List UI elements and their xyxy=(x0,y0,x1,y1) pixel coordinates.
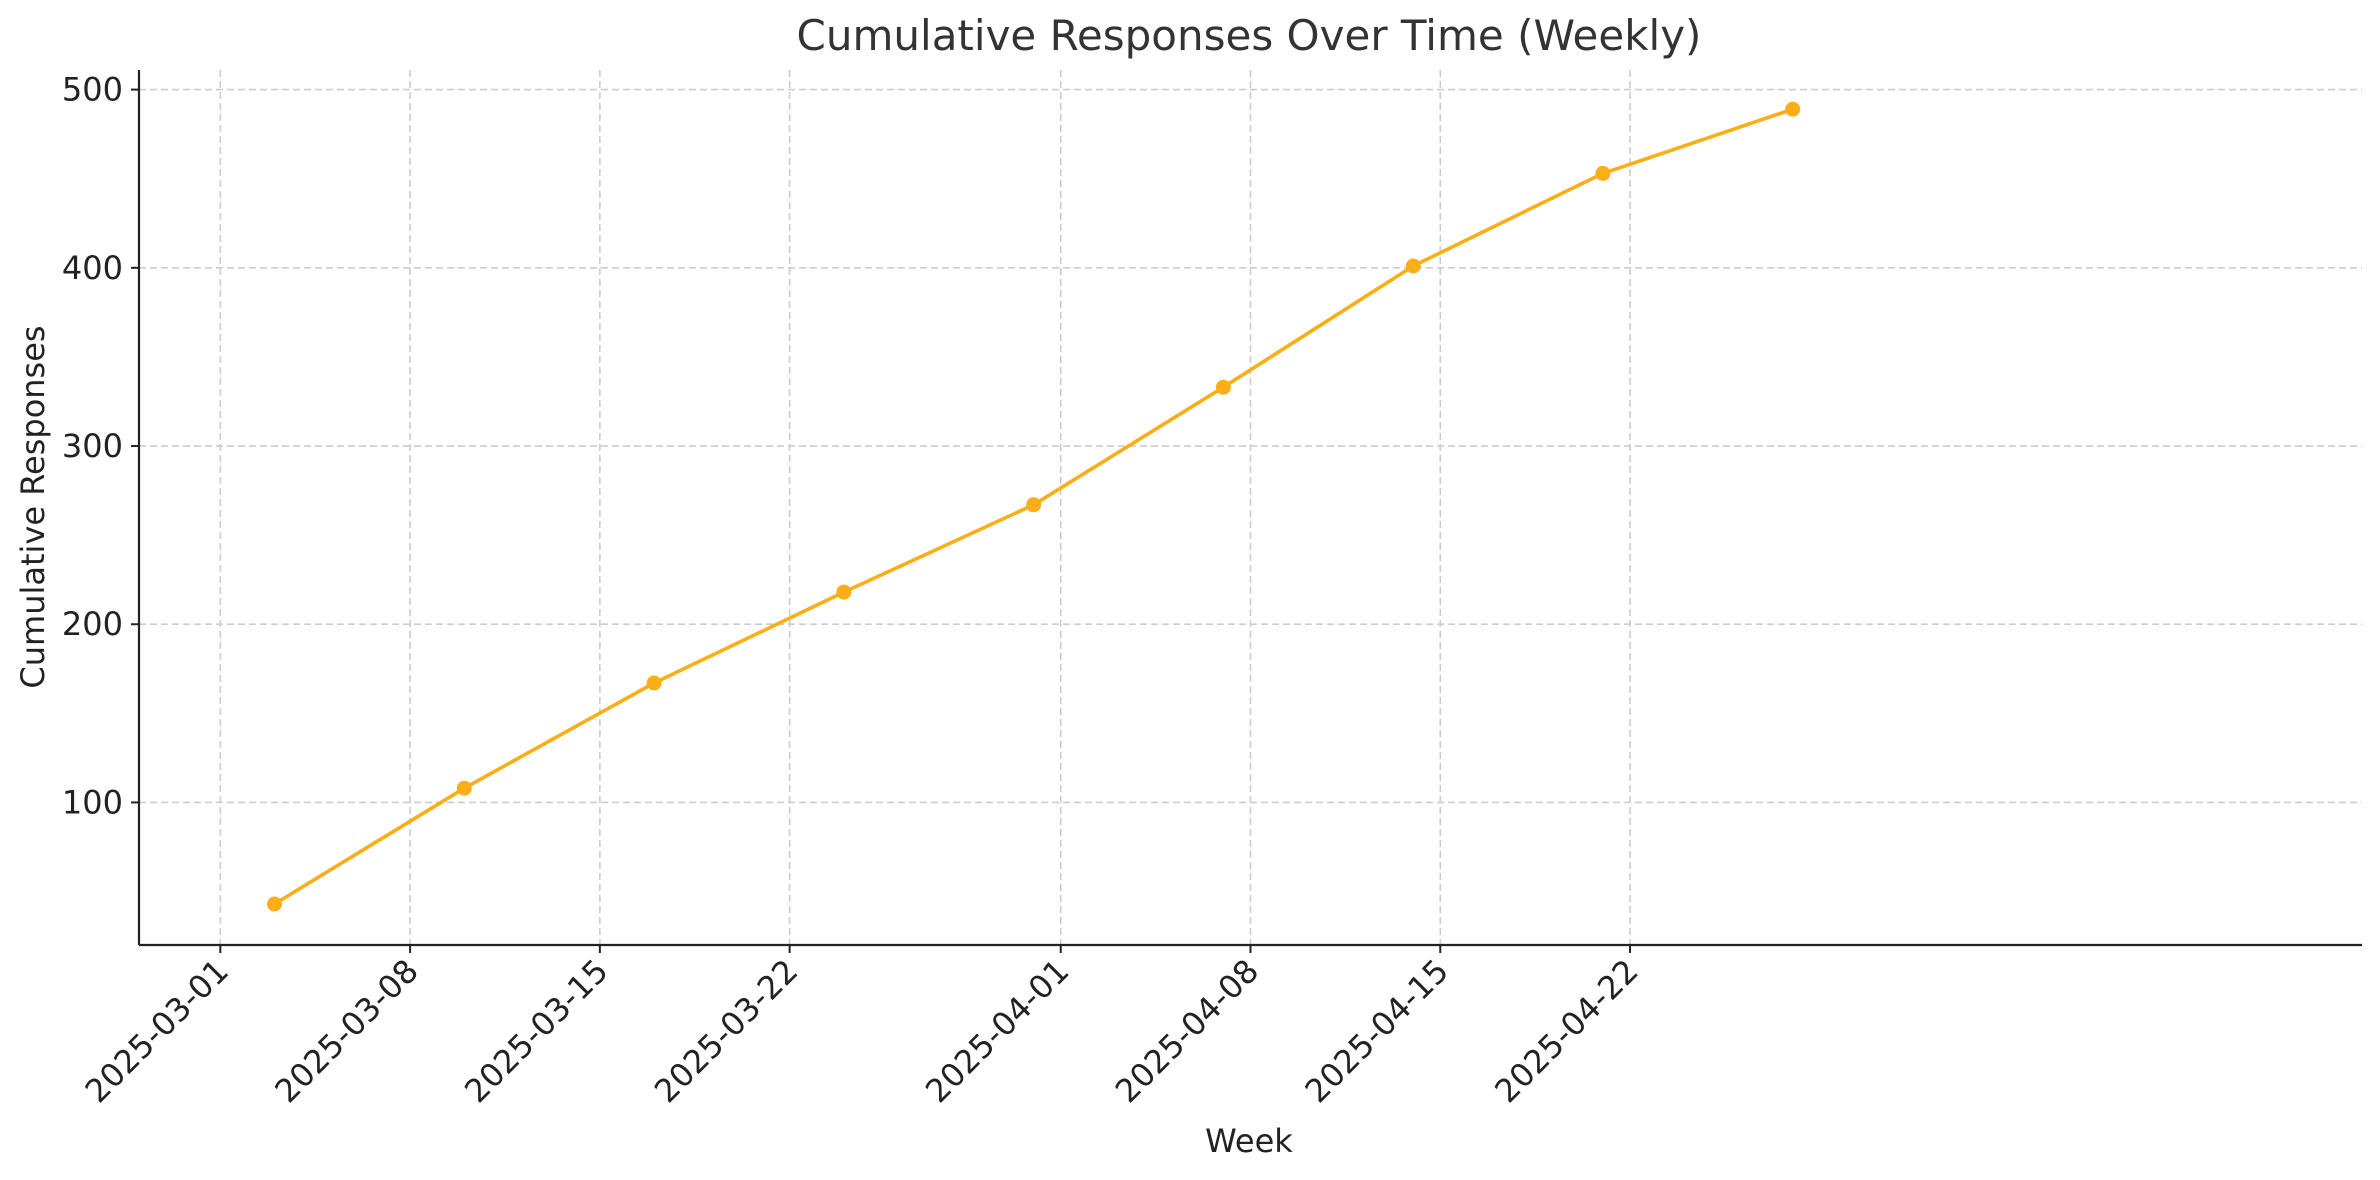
grid-layer xyxy=(139,70,2362,945)
data-point xyxy=(646,675,662,691)
data-point xyxy=(1785,101,1801,117)
x-tick-label: 2025-04-08 xyxy=(1108,952,1266,1110)
x-tick-label: 2025-04-15 xyxy=(1298,952,1456,1110)
data-point xyxy=(1026,497,1042,513)
y-tick-label: 200 xyxy=(62,605,123,643)
data-point xyxy=(1405,258,1421,274)
data-point xyxy=(1215,379,1231,395)
data-point xyxy=(267,896,282,912)
x-tick-label: 2025-04-22 xyxy=(1487,952,1645,1110)
data-point xyxy=(836,584,852,600)
x-tick-label: 2025-03-01 xyxy=(78,952,236,1110)
x-tick-label: 2025-03-08 xyxy=(267,952,425,1110)
x-tick-label: 2025-03-15 xyxy=(457,952,615,1110)
y-tick-label: 400 xyxy=(62,249,123,287)
x-tick-label: 2025-04-01 xyxy=(918,952,1076,1110)
y-tick-label: 300 xyxy=(62,427,123,465)
y-tick-label: 100 xyxy=(62,783,123,821)
data-point xyxy=(1595,165,1611,181)
series-layer xyxy=(267,101,1801,912)
x-tick-label: 2025-03-22 xyxy=(647,952,805,1110)
y-tick-label: 500 xyxy=(62,71,123,109)
y-axis-label: Cumulative Responses xyxy=(14,325,52,688)
data-point xyxy=(456,780,472,796)
x-axis-label: Week xyxy=(1205,1122,1293,1160)
chart-title: Cumulative Responses Over Time (Weekly) xyxy=(797,11,1702,60)
